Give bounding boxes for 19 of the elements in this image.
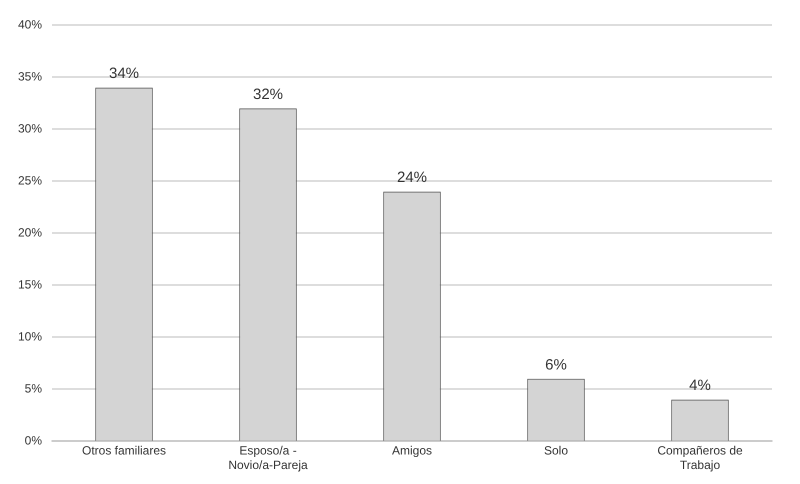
y-tick-label: 5% [24,382,42,396]
x-tick-label: Esposo/a - Novio/a-Pareja [228,444,308,472]
y-tick-label: 40% [18,18,42,32]
x-tick-label: Compañeros de Trabajo [657,444,744,472]
y-tick-label: 35% [18,70,42,84]
y-tick-label: 0% [24,434,42,448]
y-tick-label: 25% [18,174,42,188]
y-tick-label: 30% [18,122,42,136]
y-tick-label: 15% [18,278,42,292]
y-tick-label: 20% [18,226,42,240]
y-tick-label: 10% [18,330,42,344]
data-label: 32% [252,86,284,104]
data-label: 24% [396,169,428,186]
x-tick-label: Otros familiares [82,444,166,458]
data-label: 34% [109,65,140,82]
data-label: 4% [689,377,711,394]
data-label: 6% [545,356,567,374]
x-tick-label: Solo [544,444,568,458]
x-tick-label: Amigos [392,444,432,458]
